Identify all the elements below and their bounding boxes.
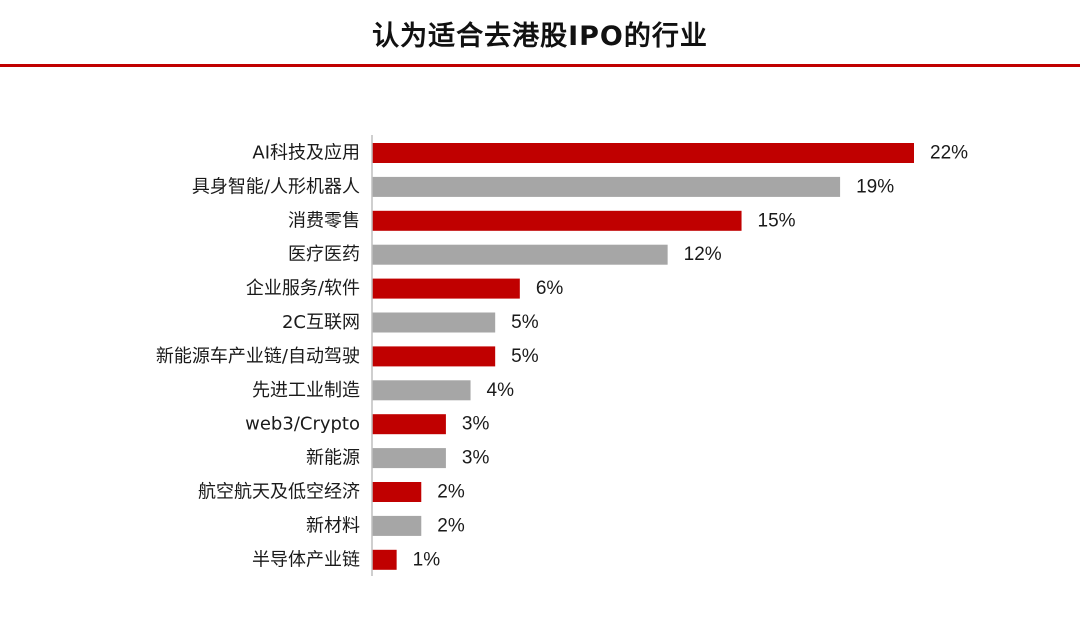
value-label: 5% bbox=[511, 312, 539, 333]
value-label: 19% bbox=[856, 176, 894, 197]
category-label: 具身智能/人形机器人 bbox=[192, 176, 360, 197]
category-label: 新能源车产业链/自动驾驶 bbox=[156, 346, 360, 367]
bar bbox=[372, 244, 668, 265]
chart-title: 认为适合去港股IPO的行业 bbox=[372, 21, 708, 52]
bar bbox=[372, 143, 914, 163]
category-label: 医疗医药 bbox=[288, 244, 360, 265]
bar bbox=[372, 482, 422, 502]
category-label: web3/Crypto bbox=[245, 414, 360, 435]
category-label: 新能源 bbox=[306, 448, 360, 469]
value-label: 4% bbox=[487, 380, 515, 401]
value-label: 12% bbox=[684, 244, 722, 265]
value-label: 3% bbox=[462, 414, 490, 435]
bar bbox=[372, 448, 446, 469]
value-label: 2% bbox=[437, 515, 465, 536]
category-label: 企业服务/软件 bbox=[246, 278, 360, 299]
value-label: 1% bbox=[413, 549, 441, 570]
bar bbox=[372, 312, 496, 333]
category-label: 新材料 bbox=[306, 515, 360, 536]
category-label: 航空航天及低空经济 bbox=[198, 482, 360, 503]
value-label: 22% bbox=[930, 143, 968, 164]
value-label: 2% bbox=[437, 482, 465, 503]
category-label: AI科技及应用 bbox=[252, 143, 360, 164]
category-label: 2C互联网 bbox=[282, 312, 360, 333]
bar bbox=[372, 380, 471, 401]
bar bbox=[372, 515, 422, 536]
value-label: 15% bbox=[758, 210, 796, 231]
value-label: 5% bbox=[511, 346, 539, 367]
category-label: 消费零售 bbox=[288, 210, 360, 231]
bar bbox=[372, 176, 841, 197]
bar bbox=[372, 278, 520, 299]
category-label: 先进工业制造 bbox=[252, 380, 360, 401]
title-divider bbox=[0, 64, 1080, 67]
bar bbox=[372, 549, 397, 570]
bar bbox=[372, 210, 742, 231]
value-labels-group: 22% 19% 15% 12% 6% 5% 5% 4% 3% 3% 2% 2% 1% bbox=[413, 143, 968, 571]
value-label: 3% bbox=[462, 448, 490, 469]
category-label: 半导体产业链 bbox=[252, 549, 360, 570]
bars-group bbox=[372, 143, 914, 570]
bar bbox=[372, 346, 496, 367]
bar bbox=[372, 414, 446, 435]
value-label: 6% bbox=[536, 278, 564, 299]
